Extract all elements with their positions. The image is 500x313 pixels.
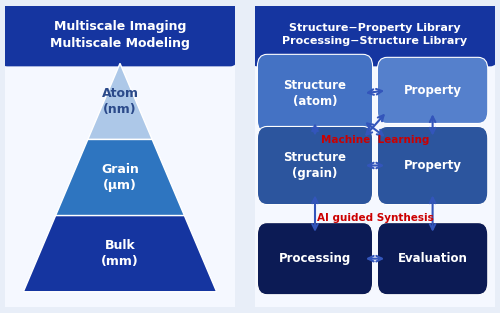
FancyBboxPatch shape bbox=[250, 3, 498, 313]
Polygon shape bbox=[56, 140, 184, 216]
Text: Evaluation: Evaluation bbox=[398, 252, 468, 265]
FancyBboxPatch shape bbox=[378, 126, 488, 205]
Text: Grain
(μm): Grain (μm) bbox=[101, 163, 139, 192]
Text: Structure
(atom): Structure (atom) bbox=[284, 79, 346, 108]
FancyBboxPatch shape bbox=[258, 54, 372, 132]
Text: Bulk
(mm): Bulk (mm) bbox=[101, 239, 139, 268]
Text: Structure−Property Library
Processing−Structure Library: Structure−Property Library Processing−St… bbox=[282, 23, 468, 46]
Text: AI guided Synthesis: AI guided Synthesis bbox=[316, 213, 434, 223]
FancyBboxPatch shape bbox=[258, 223, 372, 295]
FancyBboxPatch shape bbox=[378, 223, 488, 295]
Text: Atom
(nm): Atom (nm) bbox=[102, 87, 138, 116]
Text: Property: Property bbox=[404, 159, 462, 172]
Text: Property: Property bbox=[404, 84, 462, 97]
Text: Multiscale Imaging
Multiscale Modeling: Multiscale Imaging Multiscale Modeling bbox=[50, 20, 190, 50]
Text: Machine  Learning: Machine Learning bbox=[321, 135, 429, 145]
FancyBboxPatch shape bbox=[250, 3, 498, 66]
FancyBboxPatch shape bbox=[0, 3, 238, 313]
Text: Processing: Processing bbox=[279, 252, 351, 265]
Polygon shape bbox=[88, 63, 152, 140]
Text: Structure
(grain): Structure (grain) bbox=[284, 151, 346, 180]
FancyBboxPatch shape bbox=[378, 57, 488, 123]
FancyBboxPatch shape bbox=[0, 3, 238, 66]
FancyBboxPatch shape bbox=[258, 126, 372, 205]
Polygon shape bbox=[24, 216, 216, 292]
